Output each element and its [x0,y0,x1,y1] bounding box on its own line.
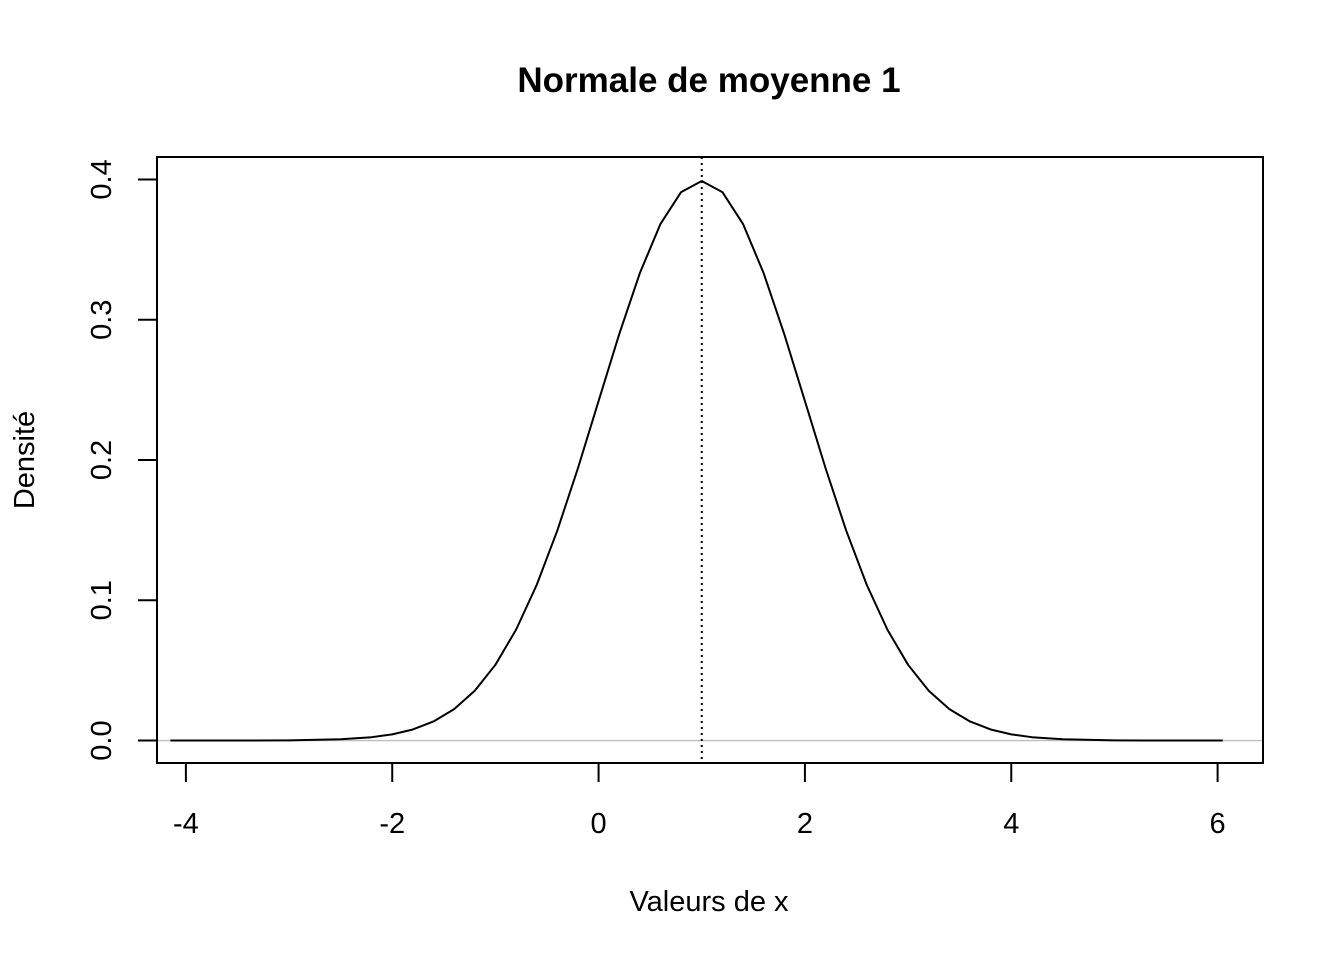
y-tick-label: 0.4 [86,159,118,199]
x-axis-label: Valeurs de x [629,886,789,918]
y-tick-label: 0.2 [86,440,118,480]
y-axis: 0.0 0.1 0.2 0.3 0.4 [86,159,158,761]
x-tick-label: 4 [1003,808,1019,840]
x-axis: -4 -2 0 2 4 6 [173,762,1226,840]
x-tick-label: -4 [173,808,199,840]
y-tick-label: 0.0 [86,720,118,760]
y-tick-label: 0.1 [86,580,118,620]
x-tick-label: 0 [591,808,607,840]
x-tick-label: 2 [797,808,813,840]
chart-title: Normale de moyenne 1 [517,61,900,100]
y-axis-label: Densité [9,411,41,509]
x-tick-label: 6 [1210,808,1226,840]
density-curve [170,179,1223,742]
x-tick-label: -2 [379,808,405,840]
series-layer [170,179,1223,742]
y-tick-label: 0.3 [86,300,118,340]
